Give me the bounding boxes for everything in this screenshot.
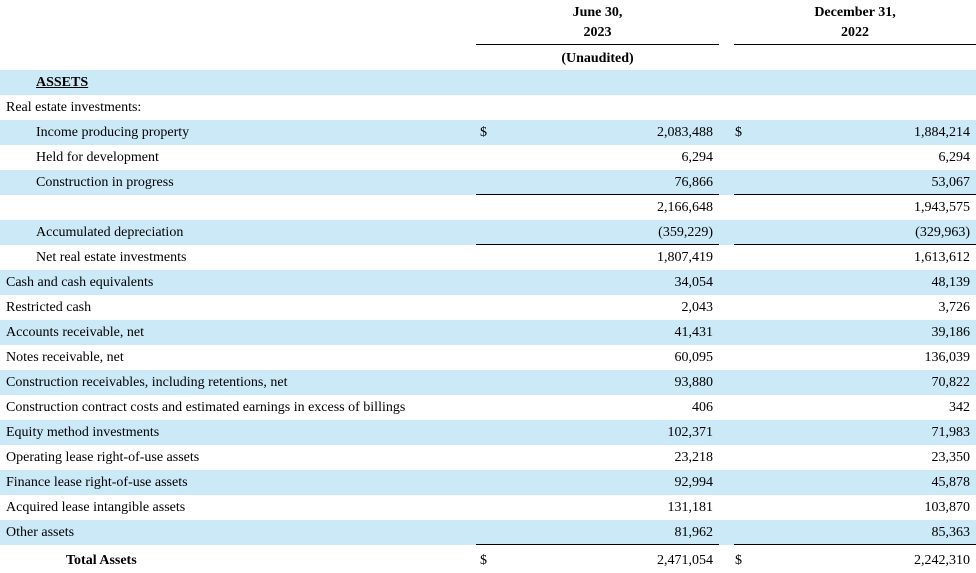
row-label: Cash and cash equivalents bbox=[6, 275, 154, 290]
column-header-june: June 30, 2023 bbox=[476, 3, 719, 43]
value-december-2022: 1,943,575 bbox=[914, 200, 970, 215]
value-december-2022: 45,878 bbox=[931, 475, 971, 490]
row-label: Total Assets bbox=[66, 553, 137, 568]
value-december-2022: 23,350 bbox=[931, 450, 971, 465]
value-december-2022: 342 bbox=[949, 400, 970, 415]
col1-unaudited-note: (Unaudited) bbox=[561, 51, 634, 66]
value-june-2023: 93,880 bbox=[674, 375, 714, 390]
value-december-2022: 1,613,612 bbox=[914, 250, 970, 265]
value-june-2023: 102,371 bbox=[667, 425, 714, 440]
currency-symbol: $ bbox=[480, 553, 487, 568]
col2-header-line2: 2022 bbox=[841, 25, 869, 40]
col1-header-rule bbox=[476, 44, 719, 45]
subtotal-rule bbox=[476, 244, 719, 245]
row-label: Real estate investments: bbox=[6, 100, 142, 115]
table-row: Real estate investments: bbox=[0, 95, 976, 120]
table-row: Other assets 81,962 85,363 bbox=[0, 520, 976, 545]
table-row: Accumulated depreciation (359,229) (329,96… bbox=[0, 220, 976, 245]
row-label: Construction in progress bbox=[36, 175, 174, 190]
row-label: Net real estate investments bbox=[36, 250, 187, 265]
table-row: Construction in progress 76,866 53,067 bbox=[0, 170, 976, 195]
table-row: Restricted cash 2,043 3,726 bbox=[0, 295, 976, 320]
value-june-2023: 2,083,488 bbox=[657, 125, 713, 140]
value-june-2023: (359,229) bbox=[658, 225, 713, 240]
table-row: Construction contract costs and estimate… bbox=[0, 395, 976, 420]
row-label: Acquired lease intangible assets bbox=[6, 500, 186, 515]
row-label: Finance lease right-of-use assets bbox=[6, 475, 188, 490]
value-december-2022: 136,039 bbox=[924, 350, 971, 365]
table-row: Construction receivables, including rete… bbox=[0, 370, 976, 395]
value-june-2023: 2,471,054 bbox=[657, 553, 713, 568]
value-june-2023: 60,095 bbox=[674, 350, 714, 365]
value-december-2022: 3,726 bbox=[938, 300, 971, 315]
value-december-2022: (329,963) bbox=[915, 225, 970, 240]
table-row: ASSETS bbox=[0, 70, 976, 95]
value-june-2023: 2,043 bbox=[681, 300, 714, 315]
value-june-2023: 81,962 bbox=[674, 525, 714, 540]
value-december-2022: 71,983 bbox=[931, 425, 971, 440]
row-label: Notes receivable, net bbox=[6, 350, 124, 365]
subtotal-rule bbox=[476, 544, 719, 545]
value-june-2023: 2,166,648 bbox=[657, 200, 713, 215]
table-row: 2,166,648 1,943,575 bbox=[0, 195, 976, 220]
col2-header-line1: December 31, bbox=[814, 5, 896, 20]
table-row: Held for development 6,294 6,294 bbox=[0, 145, 976, 170]
subtotal-rule bbox=[734, 194, 976, 195]
value-june-2023: 131,181 bbox=[667, 500, 714, 515]
currency-symbol: $ bbox=[480, 125, 487, 140]
table-row: Equity method investments 102,371 71,983 bbox=[0, 420, 976, 445]
subtotal-rule bbox=[734, 544, 976, 545]
value-june-2023: 6,294 bbox=[681, 150, 714, 165]
value-december-2022: 85,363 bbox=[931, 525, 971, 540]
row-label: Equity method investments bbox=[6, 425, 160, 440]
value-december-2022: 103,870 bbox=[924, 500, 971, 515]
table-row: Finance lease right-of-use assets 92,994 4… bbox=[0, 470, 976, 495]
table-row: Net real estate investments 1,807,419 1,61… bbox=[0, 245, 976, 270]
table-row: Income producing property $ $2,083,488 1,88… bbox=[0, 120, 976, 145]
table-row: Operating lease right-of-use assets 23,21… bbox=[0, 445, 976, 470]
value-december-2022: 53,067 bbox=[931, 175, 971, 190]
row-label: Construction receivables, including rete… bbox=[6, 375, 288, 390]
currency-symbol: $ bbox=[735, 125, 742, 140]
value-june-2023: 406 bbox=[692, 400, 713, 415]
value-december-2022: 1,884,214 bbox=[914, 125, 970, 140]
value-june-2023: 92,994 bbox=[674, 475, 714, 490]
table-row: Notes receivable, net 60,095 136,039 bbox=[0, 345, 976, 370]
subtotal-rule bbox=[734, 244, 976, 245]
value-december-2022: 2,242,310 bbox=[914, 553, 970, 568]
row-label: Held for development bbox=[36, 150, 159, 165]
col1-header-line1: June 30, bbox=[572, 5, 623, 20]
value-december-2022: 48,139 bbox=[931, 275, 971, 290]
row-label: Income producing property bbox=[36, 125, 190, 140]
table-row: Acquired lease intangible assets 131,181 1… bbox=[0, 495, 976, 520]
row-label: ASSETS bbox=[36, 75, 89, 90]
row-label: Accumulated depreciation bbox=[36, 225, 184, 240]
row-label: Construction contract costs and estimate… bbox=[6, 400, 406, 415]
currency-symbol: $ bbox=[735, 553, 742, 568]
table-row: Cash and cash equivalents 34,054 48,139 bbox=[0, 270, 976, 295]
row-label: Operating lease right-of-use assets bbox=[6, 450, 200, 465]
value-june-2023: 76,866 bbox=[674, 175, 714, 190]
value-december-2022: 39,186 bbox=[931, 325, 971, 340]
value-december-2022: 70,822 bbox=[931, 375, 971, 390]
value-june-2023: 23,218 bbox=[674, 450, 714, 465]
value-june-2023: 34,054 bbox=[674, 275, 714, 290]
value-june-2023: 41,431 bbox=[674, 325, 714, 340]
subtotal-rule bbox=[476, 194, 719, 195]
row-label: Other assets bbox=[6, 525, 75, 540]
value-december-2022: 6,294 bbox=[938, 150, 971, 165]
col1-header-line2: 2023 bbox=[583, 25, 612, 40]
col2-header-rule bbox=[734, 44, 976, 45]
table-row: Accounts receivable, net 41,431 39,186 bbox=[0, 320, 976, 345]
value-june-2023: 1,807,419 bbox=[657, 250, 713, 265]
row-label: Accounts receivable, net bbox=[6, 325, 144, 340]
column-header-december: December 31, 2022 bbox=[734, 3, 976, 43]
table-row: Total Assets $ $2,471,054 2,242,310 bbox=[0, 548, 976, 573]
row-label: Restricted cash bbox=[6, 300, 92, 315]
